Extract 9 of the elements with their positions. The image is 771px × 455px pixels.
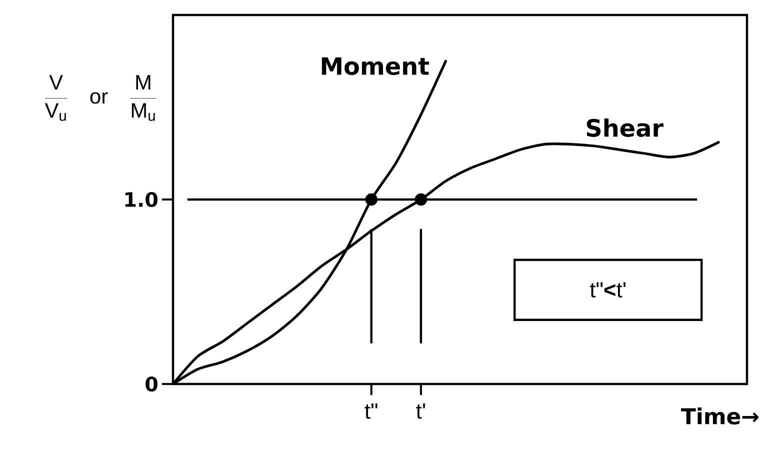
- x-axis-title: Time→: [681, 408, 758, 424]
- x-tick-label: t": [364, 404, 378, 419]
- x-tick-label: t': [416, 404, 425, 419]
- annotation: t"<t': [590, 282, 626, 298]
- y-tick-label: 0: [146, 376, 158, 392]
- series-label: Moment: [322, 57, 429, 76]
- y-axis-title: $\frac{\mathrm{V}}{\mathrm{V}_{\mathrm{u}}}\quad\mathrm{or}\quad\frac{\mathrm{M}}{\mathrm{M}_{\mathrm{u}}}$: [44, 75, 156, 121]
- y-tick-label: 1.0: [125, 192, 158, 208]
- series-label: Shear: [586, 118, 664, 137]
